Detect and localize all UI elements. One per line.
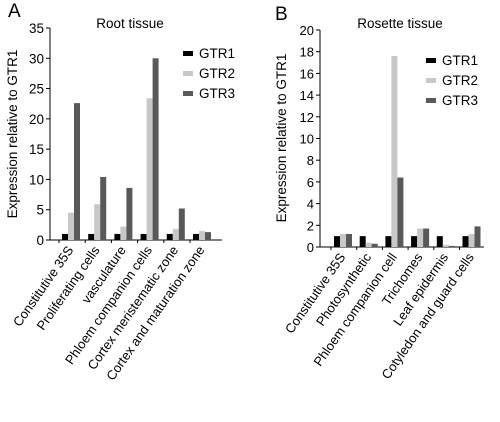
bar-gtr1 [462,236,469,247]
y-tick-label: 20 [300,23,314,38]
y-tick-label: 10 [29,172,44,187]
y-tick-label: 35 [29,21,44,36]
bar-gtr2 [199,230,205,240]
bar-gtr1 [193,233,199,240]
legend-swatch-gtr3 [426,98,436,103]
bar-gtr1 [114,233,121,240]
legend-swatch-gtr1 [183,51,193,56]
y-tick-label: 0 [307,240,314,255]
legend-swatch-gtr1 [426,58,436,63]
chart-title: Rosette tissue [357,16,443,31]
chart-panel-a: A Root tissue Expression relative to GTR1 0… [5,1,235,383]
y-tick-label: 8 [307,153,314,168]
legend-swatch-gtr2 [183,71,193,76]
bar-gtr2 [146,98,153,241]
legend-label: GTR2 [442,73,478,88]
bar-gtr3 [448,245,455,247]
y-tick-label: 4 [307,197,314,212]
y-tick-label: 14 [300,88,314,103]
y-tick-label: 15 [29,142,44,157]
bar-gtr3 [371,243,378,247]
bar-gtr2 [442,244,449,247]
bar-gtr2 [94,204,101,240]
y-tick-label: 10 [300,132,314,147]
y-tick-label: 16 [300,66,314,81]
y-tick-label: 12 [300,110,314,125]
bar-gtr1 [385,236,392,247]
y-axis-label: Expression relative to GTR1 [5,50,20,219]
bar-gtr1 [140,233,147,240]
legend-label: GTR3 [442,93,478,108]
y-tick-label: 20 [29,112,44,127]
bar-gtr3 [126,187,133,240]
bar-gtr1 [166,233,173,240]
y-tick-label: 25 [29,82,44,97]
bar-gtr2 [468,233,475,247]
panel-label: A [8,1,21,22]
legend-label: GTR1 [199,46,235,61]
bar-gtr1 [436,236,443,247]
bar-gtr3 [474,226,481,247]
chart-title: Root tissue [96,16,164,31]
bar-gtr2 [172,229,179,240]
bar-gtr2 [68,212,74,240]
bar-gtr3 [152,58,159,241]
panel-label: B [275,4,288,25]
chart-panel-b: B Rosette tissue Expression relative to GT… [274,4,484,382]
y-tick-label: 18 [300,45,314,60]
bar-gtr3 [178,208,185,240]
bar-gtr1 [334,236,340,247]
bar-gtr2 [391,56,398,247]
y-tick-label: 6 [307,175,314,190]
legend-swatch-gtr2 [426,78,436,83]
y-tick-label: 2 [307,218,314,233]
y-tick-label: 0 [36,233,44,248]
bar-gtr1 [62,233,68,240]
bar-gtr3 [100,177,107,240]
bar-gtr3 [423,228,430,247]
y-axis-label: Expression relative to GTR1 [274,54,289,223]
legend-label: GTR1 [442,53,478,68]
y-tick-label: 30 [29,51,44,66]
bar-gtr2 [417,228,424,247]
bar-gtr1 [411,236,418,247]
legend-label: GTR2 [199,66,235,81]
bar-gtr2 [120,226,127,240]
y-tick-label: 5 [36,203,44,218]
legend-swatch-gtr3 [183,91,193,96]
bar-gtr1 [359,236,366,247]
bar-gtr3 [346,233,352,247]
legend-label: GTR3 [199,86,235,101]
bar-gtr3 [397,177,404,247]
bar-gtr3 [74,103,80,240]
bar-gtr2 [340,233,346,247]
bar-gtr3 [205,232,211,240]
bar-gtr2 [365,242,372,247]
bar-gtr1 [88,233,95,240]
